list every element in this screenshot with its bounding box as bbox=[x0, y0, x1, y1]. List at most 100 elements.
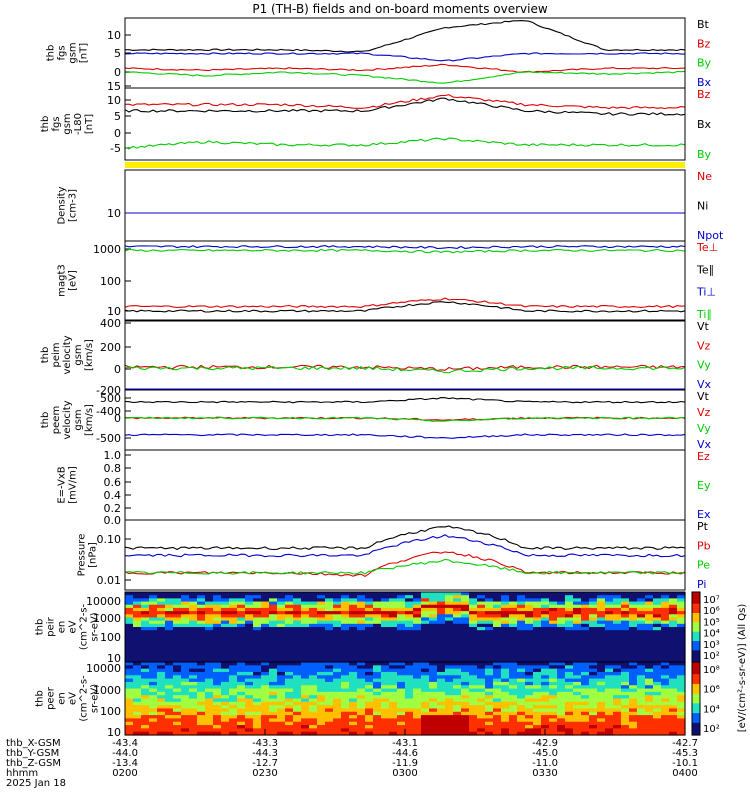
heatmap-cell bbox=[205, 678, 214, 683]
heatmap-cell bbox=[285, 728, 294, 733]
heatmap-cell bbox=[437, 592, 446, 596]
heatmap-cell bbox=[237, 711, 246, 716]
heatmap-cell bbox=[405, 649, 414, 654]
heatmap-cell bbox=[477, 658, 486, 663]
heatmap-cell bbox=[197, 731, 206, 736]
heatmap-cell bbox=[229, 601, 238, 606]
heatmap-cell bbox=[597, 721, 606, 726]
heatmap-cell bbox=[493, 636, 502, 641]
heatmap-cell bbox=[541, 611, 550, 615]
heatmap-cell bbox=[357, 601, 366, 606]
heatmap-cell bbox=[181, 598, 190, 603]
heatmap-cell bbox=[221, 731, 230, 736]
heatmap-cell bbox=[653, 675, 662, 680]
heatmap-cell bbox=[525, 695, 534, 700]
heatmap-cell bbox=[261, 607, 270, 612]
heatmap-cell bbox=[325, 671, 334, 676]
heatmap-cell bbox=[149, 695, 158, 700]
heatmap-cell bbox=[389, 639, 398, 644]
heatmap-cell bbox=[597, 675, 606, 680]
heatmap-cell bbox=[517, 642, 526, 647]
heatmap-cell bbox=[445, 662, 454, 666]
heatmap-cell bbox=[325, 630, 334, 634]
heatmap-cell bbox=[285, 649, 294, 654]
heatmap-cell bbox=[429, 604, 438, 609]
series-line-Bz bbox=[124, 63, 685, 73]
heatmap-cell bbox=[445, 601, 454, 606]
series-line-Vx bbox=[124, 433, 686, 439]
heatmap-cell bbox=[437, 721, 446, 726]
heatmap-cell bbox=[277, 665, 286, 670]
heatmap-cell bbox=[125, 708, 134, 713]
heatmap-cell bbox=[229, 611, 238, 615]
heatmap-cell bbox=[125, 642, 134, 647]
heatmap-cell bbox=[621, 633, 630, 638]
heatmap-cell bbox=[269, 627, 278, 631]
heatmap-cell bbox=[301, 718, 310, 723]
heatmap-cell bbox=[453, 604, 462, 609]
heatmap-cell bbox=[445, 627, 454, 631]
heatmap-cell bbox=[365, 620, 374, 625]
colorbar-cell bbox=[692, 679, 700, 683]
heatmap-cell bbox=[333, 614, 342, 619]
heatmap-cell bbox=[517, 652, 526, 657]
heatmap-cell bbox=[445, 652, 454, 657]
heatmap-cell bbox=[173, 592, 182, 596]
heatmap-cell bbox=[277, 627, 286, 631]
heatmap-cell bbox=[525, 731, 534, 736]
heatmap-cell bbox=[405, 658, 414, 663]
heatmap-cell bbox=[645, 718, 654, 723]
heatmap-cell bbox=[245, 691, 254, 696]
ylabel-line: gsm bbox=[73, 344, 84, 365]
legend-entry: Ne bbox=[697, 170, 712, 183]
heatmap-cell bbox=[269, 607, 278, 612]
heatmap-cell bbox=[373, 617, 382, 622]
heatmap-cell bbox=[437, 646, 446, 650]
heatmap-cell bbox=[677, 598, 686, 603]
heatmap-cell bbox=[445, 725, 454, 729]
heatmap-cell bbox=[533, 642, 542, 647]
heatmap-cell bbox=[293, 675, 302, 680]
heatmap-cell bbox=[445, 691, 454, 696]
heatmap-cell bbox=[533, 604, 542, 609]
legend-entry: Bz bbox=[697, 37, 711, 50]
heatmap-cell bbox=[157, 601, 166, 606]
heatmap-cell bbox=[125, 678, 134, 683]
heatmap-cell bbox=[349, 649, 358, 654]
heatmap-cell bbox=[229, 655, 238, 660]
heatmap-cell bbox=[277, 718, 286, 723]
heatmap-cell bbox=[605, 695, 614, 700]
colorbar-cell bbox=[692, 669, 700, 673]
heatmap-cell bbox=[173, 646, 182, 650]
heatmap-cell bbox=[397, 652, 406, 657]
heatmap-cell bbox=[125, 671, 134, 676]
heatmap-cell bbox=[245, 630, 254, 634]
heatmap-cell bbox=[469, 601, 478, 606]
ylabel-line: gsm bbox=[68, 42, 79, 63]
heatmap-cell bbox=[525, 617, 534, 622]
heatmap-cell bbox=[493, 671, 502, 676]
heatmap-cell bbox=[317, 646, 326, 650]
heatmap-cell bbox=[293, 614, 302, 619]
heatmap-cell bbox=[509, 681, 518, 686]
heatmap-cell bbox=[229, 708, 238, 713]
heatmap-cell bbox=[549, 623, 558, 628]
heatmap-cell bbox=[429, 721, 438, 726]
heatmap-cell bbox=[677, 636, 686, 641]
heatmap-cell bbox=[309, 711, 318, 716]
heatmap-cell bbox=[437, 595, 446, 599]
heatmap-cell bbox=[149, 685, 158, 690]
heatmap-cell bbox=[445, 658, 454, 663]
y-tick-label: 0.0 bbox=[104, 514, 122, 527]
colorbar-tick: 10² bbox=[703, 651, 720, 662]
heatmap-cell bbox=[213, 601, 222, 606]
heatmap-cell bbox=[341, 658, 350, 663]
heatmap-cell bbox=[573, 627, 582, 631]
heatmap-cell bbox=[189, 620, 198, 625]
heatmap-cell bbox=[605, 601, 614, 606]
heatmap-cell bbox=[613, 642, 622, 647]
colorbar-cell bbox=[692, 720, 700, 724]
x-row-value: -45.3 bbox=[672, 748, 698, 759]
heatmap-cell bbox=[437, 728, 446, 733]
heatmap-cell bbox=[661, 617, 670, 622]
